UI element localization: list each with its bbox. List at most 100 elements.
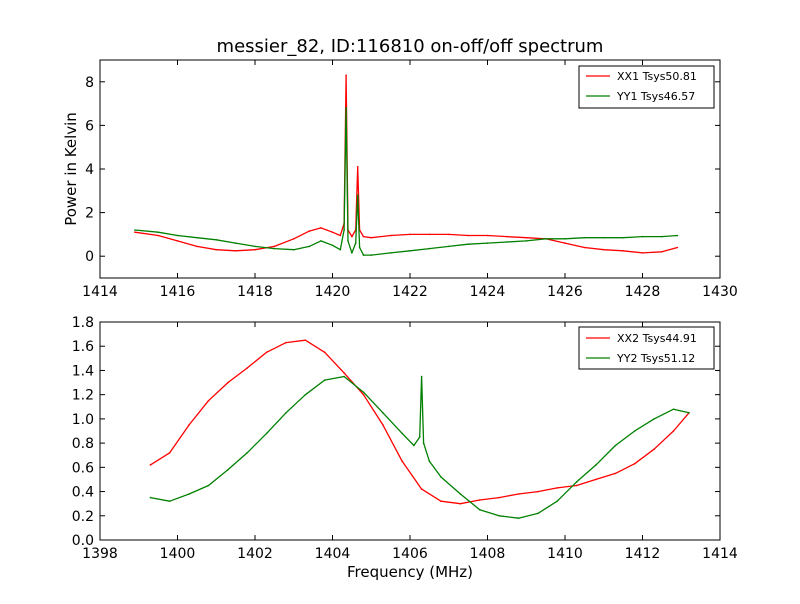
data-point-1-1-14 [413,444,415,447]
data-point-1-0-23 [595,478,597,481]
data-point-1-0-2 [188,424,190,426]
data-point-0-0-37 [676,246,679,249]
data-point-0-1-33 [603,236,605,239]
data-point-1-1-27 [595,464,597,466]
data-point-0-1-30 [544,238,547,240]
data-point-0-0-5 [234,250,237,252]
data-point-0-1-26 [467,243,469,245]
chart-title: messier_82, ID:116810 on-off/off spectru… [217,36,604,57]
data-point-0-1-15 [347,240,349,242]
data-point-1-1-0 [149,496,152,499]
data-point-0-1-28 [506,241,508,243]
data-point-0-1-5 [234,242,237,244]
bottom-legend-label-yy2: YY2 Tsys51.12 [616,352,695,365]
data-point-1-0-13 [401,460,404,463]
data-point-1-1-18 [428,460,431,463]
x-tick-label-1-2: 1402 [237,546,273,562]
data-point-1-1-1 [168,500,171,503]
data-point-0-1-22 [389,252,392,254]
data-point-1-1-22 [498,515,500,517]
data-point-0-0-20 [362,235,365,238]
data-point-1-0-7 [285,341,287,344]
x-tick-label-1-6: 1410 [547,546,583,562]
data-point-0-1-2 [176,234,179,237]
y-tick-label-1-5: 1.0 [72,412,94,428]
data-point-0-1-18 [356,194,359,196]
series-line-0-0 [134,74,678,254]
x-tick-label-0-0: 1414 [82,284,118,300]
data-point-0-1-7 [273,247,276,250]
top-panel-legend: XX1 Tsys50.81 YY1 Tsys46.57 [578,65,715,109]
x-tick-label-0-7: 1428 [625,284,661,300]
data-point-1-0-4 [227,381,229,384]
data-point-0-1-13 [343,229,345,231]
data-point-0-0-34 [622,250,624,252]
y-tick-label-0-1: 2 [85,206,94,222]
data-point-1-0-19 [517,493,520,495]
data-point-0-0-28 [506,235,508,238]
bottom-panel: 1398 1400 1402 1404 1406 1408 1410 1412 1414 0.0 0… [72,315,738,581]
x-tick-label-1-7: 1412 [625,546,661,562]
data-point-0-0-36 [661,251,663,253]
y-tick-label-1-3: 0.6 [72,460,94,476]
data-point-1-1-13 [401,432,404,435]
y-tick-label-1-2: 0.4 [72,485,94,501]
data-point-0-1-24 [428,247,431,250]
data-point-1-0-22 [575,484,578,487]
data-point-0-0-10 [320,227,322,229]
data-point-1-1-10 [343,375,345,378]
bottom-panel-xlabel: Frequency (MHz) [347,563,473,581]
data-point-0-0-12 [339,234,342,237]
x-tick-label-1-0: 1398 [82,546,118,562]
bottom-panel-axes: 1398 1400 1402 1404 1406 1408 1410 1412 1414 0.0 0… [72,315,738,562]
data-point-0-1-20 [362,254,365,256]
data-point-0-0-29 [525,236,528,239]
x-tick-label-1-4: 1406 [392,546,428,562]
data-point-1-0-11 [362,393,365,396]
data-point-1-0-6 [265,351,268,354]
data-point-0-1-35 [641,235,644,238]
data-point-0-0-31 [564,242,566,244]
data-point-0-1-19 [358,246,361,249]
top-legend-label-xx1: XX1 Tsys50.81 [617,70,697,83]
data-point-0-1-0 [134,229,136,231]
data-point-0-0-33 [603,248,605,251]
y-tick-label-0-3: 6 [85,118,94,134]
data-point-0-0-25 [448,233,450,236]
data-point-1-1-15 [418,436,421,438]
y-tick-label-1-9: 1.8 [72,315,94,331]
bottom-legend-label-xx2: XX2 Tsys44.91 [617,332,697,345]
data-point-0-1-27 [486,242,489,244]
data-point-0-1-3 [196,236,198,239]
data-point-1-1-19 [440,476,442,478]
data-point-0-0-6 [254,248,256,251]
data-point-1-0-18 [498,496,500,499]
data-point-0-0-27 [486,234,489,237]
data-point-1-0-3 [207,399,210,402]
data-point-1-0-25 [633,462,636,465]
data-point-1-1-2 [188,493,190,495]
data-point-1-0-12 [382,424,384,426]
data-point-0-1-9 [308,245,311,248]
data-point-0-1-6 [254,245,256,248]
data-point-0-1-21 [370,254,373,256]
data-point-1-1-6 [265,432,268,435]
data-point-0-1-4 [215,239,218,241]
data-point-1-1-5 [246,452,248,454]
data-point-0-0-0 [134,231,136,233]
x-tick-label-0-6: 1426 [547,284,583,300]
data-point-1-1-30 [653,418,655,420]
data-point-0-0-8 [293,238,295,240]
data-point-0-0-14 [345,74,347,77]
data-point-1-1-12 [382,412,384,414]
data-point-1-1-26 [575,481,578,483]
data-point-1-0-8 [304,339,307,342]
data-point-1-0-21 [556,487,558,489]
x-tick-label-0-1: 1416 [160,284,196,300]
x-tick-label-1-1: 1400 [160,546,196,562]
data-point-1-1-16 [420,375,423,378]
data-point-1-0-0 [149,464,152,466]
data-point-1-1-32 [688,412,690,414]
